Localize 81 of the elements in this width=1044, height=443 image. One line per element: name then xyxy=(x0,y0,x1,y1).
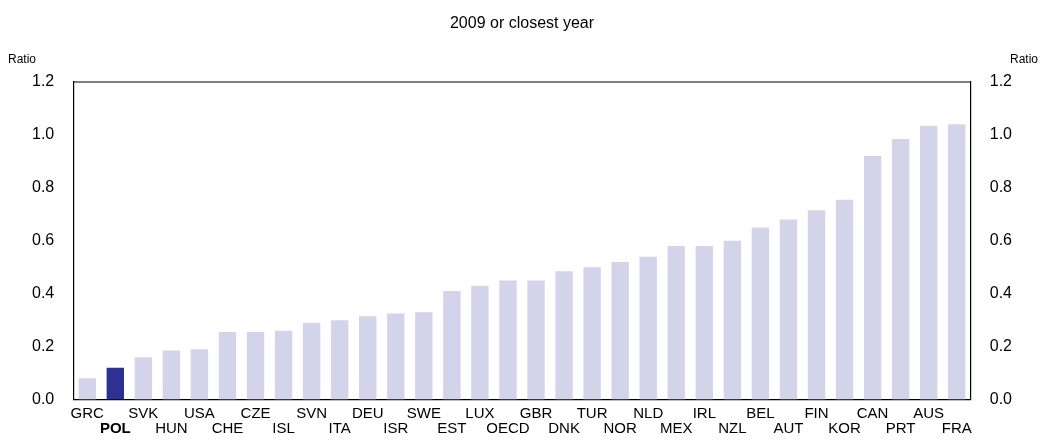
x-tick-label: AUS xyxy=(913,403,945,421)
y2-tick-label: 1.0 xyxy=(989,125,1013,143)
x-tick-label: CAN xyxy=(856,403,889,421)
y-tick-label: 1.2 xyxy=(31,72,55,90)
x-tick-label: CHE xyxy=(211,419,244,437)
x-tick-label: NOR xyxy=(603,419,637,437)
y-axis-title: Ratio xyxy=(8,52,37,66)
x-tick-label: SVK xyxy=(128,403,159,421)
bar xyxy=(134,357,153,400)
bar xyxy=(863,156,882,400)
bar xyxy=(471,285,489,400)
y-tick-label: 0.0 xyxy=(31,389,55,407)
bar xyxy=(779,219,798,400)
x-tick-label: DEU xyxy=(351,403,384,421)
x-tick-label: PRT xyxy=(885,419,916,437)
bar xyxy=(639,256,657,400)
x-tick-label: LUX xyxy=(465,403,495,421)
x-tick-label: KOR xyxy=(828,419,861,437)
x-tick-label: AUT xyxy=(773,419,804,437)
bar xyxy=(387,313,405,400)
y2-tick-label: 0.4 xyxy=(989,284,1013,302)
bar xyxy=(190,349,209,400)
x-tick-label: BEL xyxy=(746,403,775,421)
x-tick-label: IRL xyxy=(692,403,716,421)
x-tick-label: DNK xyxy=(548,419,580,437)
x-tick-label: FRA xyxy=(941,419,972,437)
x-tick-label: ITA xyxy=(328,419,351,437)
bar xyxy=(218,332,237,400)
y2-tick-label: 0.0 xyxy=(989,389,1013,407)
bar xyxy=(359,316,377,400)
x-tick-label: OECD xyxy=(486,419,530,437)
y2-tick-label: 0.2 xyxy=(989,336,1013,354)
x-tick-label: EST xyxy=(437,419,467,437)
bar xyxy=(331,320,349,400)
bar xyxy=(499,280,517,400)
bar xyxy=(527,280,545,400)
y2-axis-title: Ratio xyxy=(1009,52,1039,66)
bar xyxy=(246,332,265,400)
x-tick-label: GRC xyxy=(70,403,105,421)
bar xyxy=(106,367,125,400)
bar xyxy=(274,330,293,400)
x-tick-label: USA xyxy=(184,403,215,421)
bar xyxy=(695,246,713,400)
bar xyxy=(948,124,966,400)
y-tick-label: 0.6 xyxy=(31,231,55,249)
bar xyxy=(162,350,181,400)
chart-title: 2009 or closest year xyxy=(449,14,595,31)
bar xyxy=(555,271,573,400)
bar xyxy=(415,312,433,400)
x-tick-label: SWE xyxy=(406,403,441,421)
x-tick-label: MEX xyxy=(660,419,693,437)
bar xyxy=(78,378,96,400)
y2-tick-label: 1.2 xyxy=(989,72,1013,90)
bar xyxy=(807,210,826,400)
x-tick-label: ISR xyxy=(383,419,409,437)
y2-tick-label: 0.8 xyxy=(989,178,1013,196)
x-tick-label: NZL xyxy=(718,419,747,437)
y-tick-label: 0.4 xyxy=(31,284,55,302)
x-tick-label: GBR xyxy=(519,403,553,421)
bar xyxy=(302,322,321,400)
bar xyxy=(611,261,629,400)
bar xyxy=(667,246,685,400)
y2-tick-label: 0.6 xyxy=(989,231,1013,249)
x-tick-label: SVN xyxy=(296,403,328,421)
y-tick-label: 1.0 xyxy=(31,125,55,143)
x-tick-label: FIN xyxy=(804,403,829,421)
bar xyxy=(443,291,461,400)
x-tick-label: TUR xyxy=(576,403,608,421)
bar xyxy=(583,267,601,400)
x-tick-label: HUN xyxy=(155,419,188,437)
bar xyxy=(891,138,910,400)
y-tick-label: 0.2 xyxy=(31,336,55,354)
bar xyxy=(919,125,938,400)
x-tick-label: CZE xyxy=(240,403,271,421)
bar xyxy=(751,227,770,400)
x-tick-label: ISL xyxy=(272,419,295,437)
bar xyxy=(835,199,854,400)
x-tick-label: POL xyxy=(99,419,131,437)
x-tick-label: NLD xyxy=(633,403,664,421)
bar xyxy=(723,240,742,400)
y-tick-label: 0.8 xyxy=(31,178,55,196)
